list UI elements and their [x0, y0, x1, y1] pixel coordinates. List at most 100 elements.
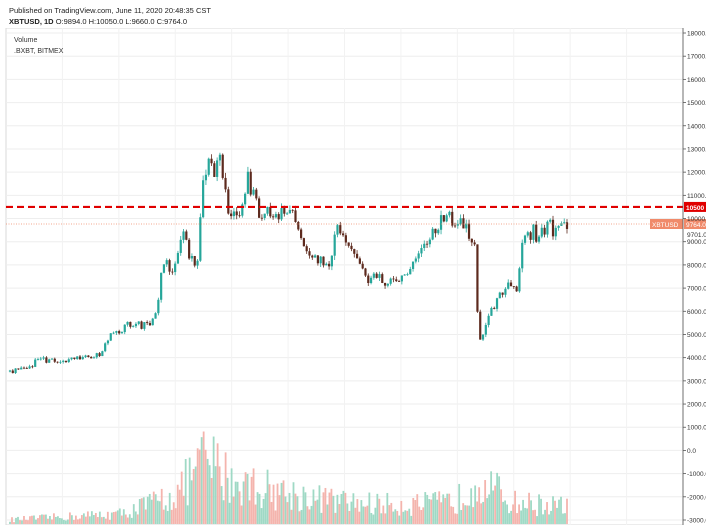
candle-body [509, 282, 513, 287]
volume-bar [246, 473, 249, 524]
volume-bar [364, 506, 367, 524]
candle-body [375, 273, 378, 278]
axis-tick-label: 8000.0 [687, 262, 706, 269]
volume-bar [426, 494, 429, 524]
candle-body [112, 332, 115, 334]
volume-bar [114, 511, 117, 524]
volume-bar [384, 513, 387, 524]
volume-bar [130, 517, 133, 524]
volume-bar [128, 514, 131, 524]
volume-bar [180, 471, 183, 524]
volume-bar [92, 515, 95, 524]
candle-body [246, 171, 250, 194]
candle-body [151, 318, 154, 326]
volume-bar [9, 521, 11, 524]
axis-tick-label: 3000.0 [687, 378, 706, 385]
candle-body [305, 246, 308, 252]
axis-tick-label: -3000.0 [687, 518, 706, 525]
volume-bar [132, 504, 135, 524]
candle-body [453, 225, 457, 227]
volume-bar [196, 448, 199, 524]
volume-bar [326, 504, 329, 524]
candle-body [414, 258, 417, 262]
volume-bar [240, 505, 243, 524]
volume-bar [230, 468, 233, 524]
volume-bar [416, 494, 419, 524]
volume-bar [336, 494, 339, 524]
price-chart[interactable]: 10500 XBTUSD 9764.0 9701.0 18000.0 17000.0 16… [0, 27, 706, 526]
volume-bar [554, 500, 556, 524]
resistance-tag-label: 10500 [686, 205, 704, 212]
volume-bar [86, 511, 89, 524]
volume-bar [526, 508, 528, 524]
candle-body [227, 189, 230, 214]
candle-body [123, 324, 126, 333]
volume-bar [298, 511, 301, 524]
candle-body [515, 286, 518, 292]
volume-bar [458, 483, 461, 524]
volume-bar [396, 510, 399, 524]
candle-body [336, 225, 339, 235]
volume-bar [122, 509, 125, 524]
volume-bar [210, 477, 213, 524]
candle-body [274, 214, 278, 218]
volume-bar [394, 509, 397, 524]
volume-bar [436, 499, 439, 524]
volume-bar [540, 498, 542, 524]
volume-bars [9, 431, 568, 524]
candle-body [266, 206, 269, 214]
candle-body [76, 356, 79, 359]
volume-bar [124, 514, 127, 524]
volume-bar [286, 502, 289, 524]
candle-body [17, 368, 20, 370]
candle-body [344, 235, 347, 243]
candle-body [179, 239, 182, 253]
volume-bar [366, 505, 369, 524]
candle-body [437, 229, 440, 234]
axis-tick-label: 14000.0 [687, 123, 706, 130]
volume-bar [528, 492, 530, 524]
volume-bar [148, 493, 151, 524]
axis-tick-label: 13000.0 [687, 146, 706, 153]
volume-bar [488, 494, 491, 524]
candle-body [543, 227, 546, 235]
volume-bar [460, 509, 463, 524]
candle-body [120, 332, 124, 334]
volume-bar [13, 522, 15, 524]
candle-body [512, 286, 515, 287]
candle-body [451, 211, 454, 226]
candle-body [48, 359, 51, 363]
volume-bar [342, 490, 345, 524]
candle-body [465, 223, 468, 229]
volume-bar [142, 497, 145, 524]
candle-body [73, 357, 76, 359]
candle-body [109, 333, 112, 341]
candle-body [224, 177, 227, 190]
extra-tick-label: 9701.0 [687, 232, 706, 239]
axis-tick-label: 9000.0 [687, 239, 706, 246]
volume-bar [444, 497, 447, 524]
volume-bar [84, 516, 87, 524]
candle-body [372, 273, 375, 278]
candle-body [204, 174, 208, 181]
candle-body [288, 209, 291, 214]
candle-body [50, 358, 54, 360]
candle-body [445, 215, 448, 222]
candle-body [400, 275, 403, 282]
volume-bar [156, 500, 159, 524]
candle-body [277, 214, 280, 220]
candle-body [392, 278, 395, 280]
volume-bar [304, 492, 307, 524]
volume-bar [478, 487, 481, 524]
volume-bar [468, 505, 471, 524]
volume-bar [78, 518, 81, 524]
volume-bar [484, 480, 487, 524]
symbol-tag-label: XBTUSD [652, 222, 679, 229]
chart-canvas[interactable]: 10500 XBTUSD 9764.0 9701.0 18000.0 17000.0 16… [0, 27, 706, 526]
candle-body [549, 219, 552, 222]
volume-bar [41, 514, 43, 524]
candle-body [252, 189, 255, 195]
volume-bar [386, 492, 389, 524]
candle-body [255, 189, 258, 199]
candle-body [560, 223, 563, 226]
